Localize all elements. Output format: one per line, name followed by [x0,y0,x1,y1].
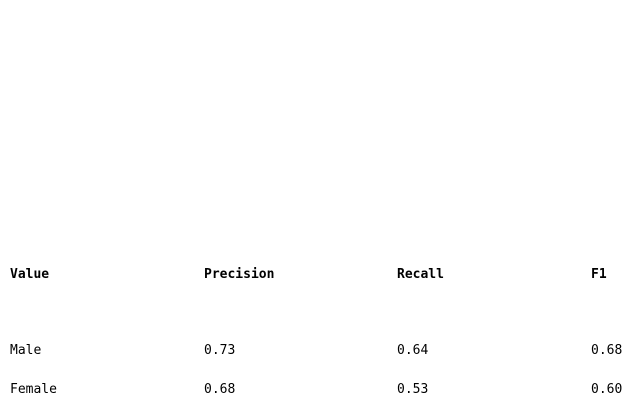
cell-precision: 0.68 [204,382,236,397]
header-precision: Precision [204,267,275,282]
cell-value: Female [10,382,57,397]
cell-f1: 0.68 [591,343,623,358]
table-row: Female 0.68 0.53 0.60 [0,382,634,398]
cell-recall: 0.53 [397,382,429,397]
cell-precision: 0.73 [204,343,236,358]
header-value: Value [10,267,50,282]
header-recall: Recall [397,267,444,282]
header-f1: F1 [591,267,607,282]
cell-recall: 0.64 [397,343,429,358]
cell-value: Male [10,343,42,358]
table-header-row: Value Precision Recall F1 [0,267,634,283]
table-row: Male 0.73 0.64 0.68 [0,343,634,359]
cell-f1: 0.60 [591,382,623,397]
